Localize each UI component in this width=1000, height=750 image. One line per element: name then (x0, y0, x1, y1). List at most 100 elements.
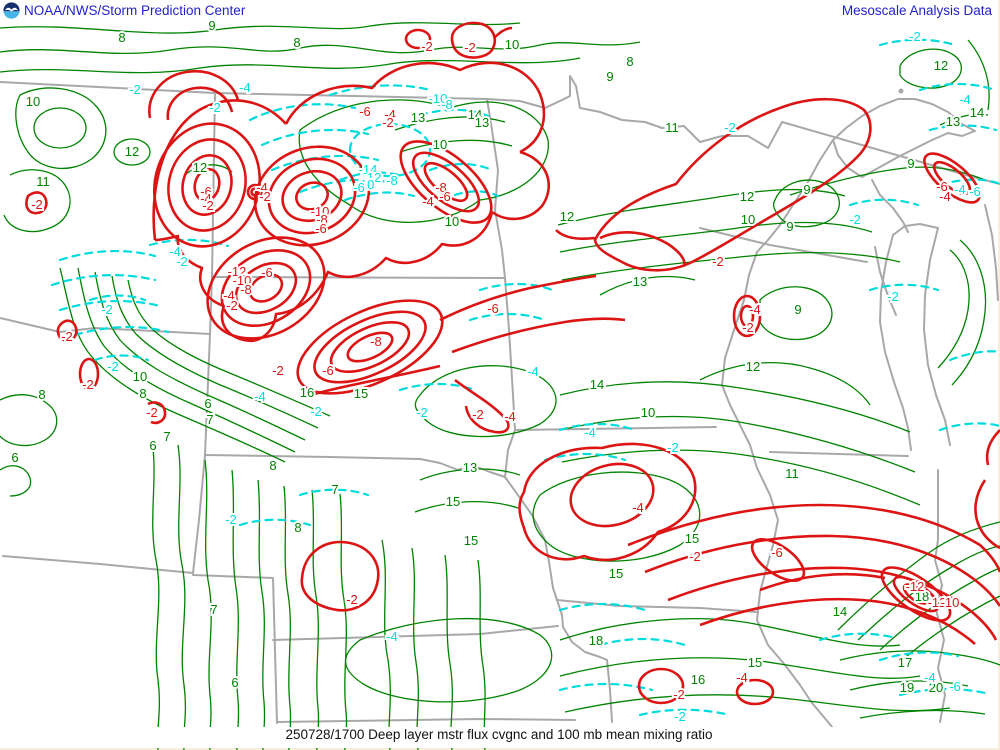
contour-label-red: -8 (435, 180, 447, 195)
contour-label-green: 6 (231, 675, 238, 690)
contour-label-green: 10 (26, 94, 40, 109)
contour-label-cyan: -4 (924, 670, 936, 685)
contour-label-green: 18 (915, 589, 929, 604)
contour-label-green: 15 (609, 566, 623, 581)
contour-label-red: -2 (712, 254, 724, 269)
contour-label-red: -2 (421, 39, 433, 54)
contour-label-red: -2 (202, 198, 214, 213)
contour-label-green: 18 (589, 633, 603, 648)
contour-label-cyan: -10 (429, 91, 448, 106)
contour-label-red: -2 (382, 115, 394, 130)
contour-label-green: 6 (11, 450, 18, 465)
contour-label-cyan: -2 (416, 405, 428, 420)
contour-label-green: 20 (929, 680, 943, 695)
contour-label-green: 19 (900, 680, 914, 695)
contour-label-green: 8 (294, 520, 301, 535)
contour-label-red: -10 (233, 273, 252, 288)
contour-label-green: 11 (665, 120, 679, 135)
contour-label-cyan: -2 (909, 29, 921, 44)
contour-label-green: 9 (794, 302, 801, 317)
contour-label-red: -4 (256, 180, 268, 195)
contour-label-red: -2 (689, 549, 701, 564)
contour-label-green: 12 (934, 58, 948, 73)
contour-label-green: 7 (210, 602, 217, 617)
contour-label-red: -2 (31, 197, 43, 212)
contour-label-green: 12 (560, 209, 574, 224)
contour-label-red: -4 (632, 500, 644, 515)
contour-label-green: 10 (741, 212, 755, 227)
contour-label-red: -6 (439, 189, 451, 204)
contour-label-green: 9 (606, 69, 613, 84)
contour-label-green: 13 (463, 460, 477, 475)
contour-label-red: -6 (315, 221, 327, 236)
contour-label-green: 12 (125, 144, 139, 159)
contour-label-red: -2 (346, 592, 358, 607)
contour-label-cyan: -4 (954, 182, 966, 197)
contour-label-red: -4 (422, 194, 434, 209)
contour-label-green: 15 (748, 655, 762, 670)
contour-label-cyan: -2 (101, 302, 113, 317)
contour-label-cyan: -4 (584, 425, 596, 440)
contour-label-red: -6 (771, 545, 783, 560)
contour-label-cyan: -4 (386, 629, 398, 644)
contour-label-red: -2 (742, 320, 754, 335)
contour-label-green: 8 (118, 30, 125, 45)
contour-label-red: -2 (82, 377, 94, 392)
contour-label-red: -4 (736, 670, 748, 685)
contour-label-cyan: -4 (527, 364, 539, 379)
contour-label-red: -8 (370, 334, 382, 349)
contour-label-red: -2 (673, 687, 685, 702)
contour-label-green: 13 (946, 114, 960, 129)
contour-label-red: -8 (240, 282, 252, 297)
contour-label-cyan: -12 (363, 170, 382, 185)
site-title: NOAA/NWS/Storm Prediction Center (24, 3, 246, 18)
page-title: Mesoscale Analysis Data (841, 3, 992, 18)
contour-label-cyan: -2 (849, 212, 861, 227)
contour-label-cyan: -8 (386, 173, 398, 188)
contour-label-cyan: -4 (959, 92, 971, 107)
contour-label-green: 11 (36, 174, 50, 189)
contour-label-red: -6 (487, 301, 499, 316)
contour-label-cyan: -2 (176, 254, 188, 269)
contour-label-red: -2 (146, 405, 158, 420)
contour-label-red: -12 (928, 595, 947, 610)
contour-label-green: 12 (746, 359, 760, 374)
contour-label-green: 8 (269, 458, 276, 473)
contour-label-green: 6 (204, 396, 211, 411)
contour-label-red: -2 (259, 189, 271, 204)
contour-label-cyan: -2 (209, 100, 221, 115)
contour-label-red: -2 (272, 363, 284, 378)
contour-label-cyan: -6 (353, 180, 365, 195)
contour-label-cyan: -4 (239, 80, 251, 95)
contour-label-green: 8 (626, 54, 633, 69)
contour-label-green: 12 (193, 160, 207, 175)
contour-label-cyan: -2 (887, 289, 899, 304)
contour-label-green: 15 (685, 531, 699, 546)
contour-label-red: -6 (200, 184, 212, 199)
contour-label-red: -6 (322, 363, 334, 378)
contour-label-green: 6 (149, 438, 156, 453)
contour-label-red: -10 (311, 204, 330, 219)
map-caption: 250728/1700 Deep layer mstr flux cvgnc a… (0, 727, 998, 748)
contour-label-green: 14 (970, 105, 984, 120)
contour-label-red: -12 (228, 264, 247, 279)
contour-label-cyan: -14 (359, 162, 378, 177)
contour-label-cyan: -2 (129, 82, 141, 97)
contour-label-cyan: -2 (225, 512, 237, 527)
contour-label-green: 13 (475, 115, 489, 130)
contour-label-green: 7 (331, 482, 338, 497)
contour-label-green: 13 (411, 110, 425, 125)
divergence-dashed-contours (50, 38, 1000, 717)
contour-label-red: -4 (749, 302, 761, 317)
contour-label-cyan: -4 (169, 244, 181, 259)
contour-label-cyan: -8 (441, 97, 453, 112)
contour-label-green: 10 (433, 137, 447, 152)
moisture-flux-convergence-contours (25, 21, 1000, 706)
contour-label-red: -12 (906, 579, 925, 594)
contour-label-green: 14 (468, 107, 482, 122)
contour-label-green: 14 (590, 377, 604, 392)
contour-label-red: -4 (200, 191, 212, 206)
contour-label-red: -8 (316, 212, 328, 227)
